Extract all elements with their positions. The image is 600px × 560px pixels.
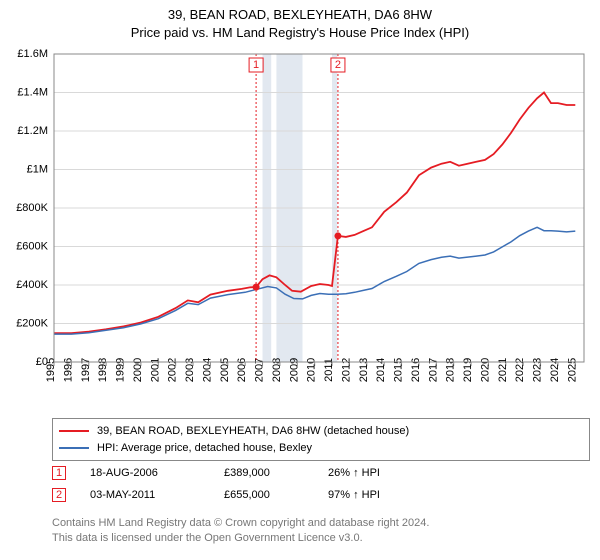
svg-text:2007: 2007 xyxy=(254,358,266,382)
svg-text:£800K: £800K xyxy=(16,202,48,214)
legend-label-property: 39, BEAN ROAD, BEXLEYHEATH, DA6 8HW (det… xyxy=(97,423,409,440)
sale-ratio: 26% ↑ HPI xyxy=(328,467,428,479)
footer-licence: This data is licensed under the Open Gov… xyxy=(52,531,590,546)
svg-text:2009: 2009 xyxy=(288,358,300,382)
svg-text:1997: 1997 xyxy=(80,358,92,382)
sale-row: 2 03-MAY-2011 £655,000 97% ↑ HPI xyxy=(52,484,590,506)
svg-text:2021: 2021 xyxy=(497,358,509,382)
svg-text:2020: 2020 xyxy=(479,358,491,382)
svg-text:2025: 2025 xyxy=(566,358,578,382)
title-address: 39, BEAN ROAD, BEXLEYHEATH, DA6 8HW xyxy=(0,6,600,24)
svg-text:£200K: £200K xyxy=(16,317,48,329)
sale-date: 03-MAY-2011 xyxy=(90,489,200,501)
svg-text:2004: 2004 xyxy=(201,358,213,382)
legend-swatch-blue xyxy=(59,447,89,449)
chart-area: £0£200K£400K£600K£800K£1M£1.2M£1.4M£1.6M… xyxy=(10,46,590,412)
svg-text:2002: 2002 xyxy=(167,358,179,382)
title-block: 39, BEAN ROAD, BEXLEYHEATH, DA6 8HW Pric… xyxy=(0,0,600,41)
svg-text:2023: 2023 xyxy=(532,358,544,382)
svg-text:1996: 1996 xyxy=(62,358,74,382)
legend-swatch-red xyxy=(59,430,89,432)
svg-text:£1.6M: £1.6M xyxy=(17,48,48,60)
svg-text:2018: 2018 xyxy=(445,358,457,382)
legend-item-hpi: HPI: Average price, detached house, Bexl… xyxy=(59,440,583,457)
svg-text:£1M: £1M xyxy=(27,163,48,175)
svg-text:1999: 1999 xyxy=(115,358,127,382)
svg-text:2019: 2019 xyxy=(462,358,474,382)
svg-text:2012: 2012 xyxy=(340,358,352,382)
svg-text:1: 1 xyxy=(253,59,259,71)
svg-text:£1.2M: £1.2M xyxy=(17,125,48,137)
sale-price: £389,000 xyxy=(224,467,304,479)
chart-container: 39, BEAN ROAD, BEXLEYHEATH, DA6 8HW Pric… xyxy=(0,0,600,560)
svg-text:2010: 2010 xyxy=(306,358,318,382)
svg-text:2022: 2022 xyxy=(514,358,526,382)
svg-text:1995: 1995 xyxy=(45,358,57,382)
svg-text:£400K: £400K xyxy=(16,279,48,291)
svg-text:2003: 2003 xyxy=(184,358,196,382)
sale-date: 18-AUG-2006 xyxy=(90,467,200,479)
svg-text:2006: 2006 xyxy=(236,358,248,382)
svg-text:2016: 2016 xyxy=(410,358,422,382)
svg-text:2014: 2014 xyxy=(375,358,387,382)
svg-text:2000: 2000 xyxy=(132,358,144,382)
sale-marker-2: 2 xyxy=(52,488,66,502)
legend-item-property: 39, BEAN ROAD, BEXLEYHEATH, DA6 8HW (det… xyxy=(59,423,583,440)
svg-text:2005: 2005 xyxy=(219,358,231,382)
title-subtitle: Price paid vs. HM Land Registry's House … xyxy=(0,24,600,42)
sales-table: 1 18-AUG-2006 £389,000 26% ↑ HPI 2 03-MA… xyxy=(52,462,590,506)
svg-text:2008: 2008 xyxy=(271,358,283,382)
sale-ratio: 97% ↑ HPI xyxy=(328,489,428,501)
svg-text:2015: 2015 xyxy=(393,358,405,382)
svg-text:2017: 2017 xyxy=(427,358,439,382)
svg-text:£1.4M: £1.4M xyxy=(17,86,48,98)
legend-label-hpi: HPI: Average price, detached house, Bexl… xyxy=(97,440,312,457)
footer: Contains HM Land Registry data © Crown c… xyxy=(52,516,590,546)
sale-price: £655,000 xyxy=(224,489,304,501)
svg-text:2: 2 xyxy=(335,59,341,71)
sale-marker-1: 1 xyxy=(52,466,66,480)
sale-row: 1 18-AUG-2006 £389,000 26% ↑ HPI xyxy=(52,462,590,484)
footer-copyright: Contains HM Land Registry data © Crown c… xyxy=(52,516,590,531)
legend: 39, BEAN ROAD, BEXLEYHEATH, DA6 8HW (det… xyxy=(52,418,590,461)
svg-text:£600K: £600K xyxy=(16,240,48,252)
chart-svg: £0£200K£400K£600K£800K£1M£1.2M£1.4M£1.6M… xyxy=(10,46,590,412)
svg-text:2024: 2024 xyxy=(549,358,561,382)
svg-text:2001: 2001 xyxy=(149,358,161,382)
svg-text:1998: 1998 xyxy=(97,358,109,382)
svg-text:2013: 2013 xyxy=(358,358,370,382)
